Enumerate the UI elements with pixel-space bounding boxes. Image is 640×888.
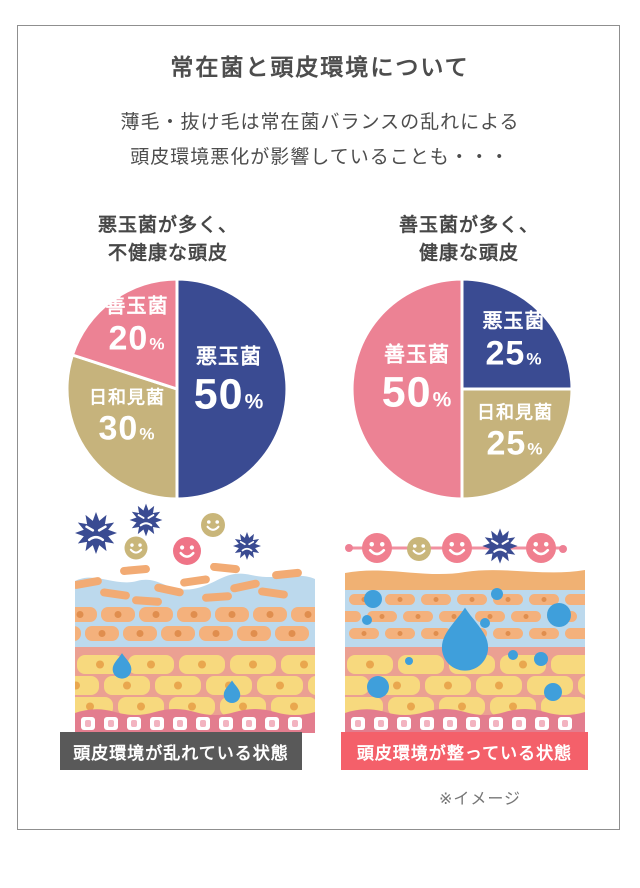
unhealthy-scalp-illustration	[75, 563, 315, 733]
pie-slice-bad-bacteria	[175, 277, 289, 501]
neutral-bacteria-icon	[123, 535, 149, 561]
unhealthy-bacteria-group	[75, 502, 262, 565]
bad-bacteria-icon	[481, 527, 519, 565]
epidermis-cells	[75, 607, 315, 641]
bad-bacteria-icon	[232, 531, 262, 561]
pie-label-good-50: 善玉菌 50%	[381, 343, 453, 417]
subtitle-line1: 薄毛・抜け毛は常在菌バランスの乱れによる	[120, 112, 520, 133]
outer-border	[17, 25, 620, 830]
cell-nuclei	[75, 660, 308, 711]
pie-label-neutral-30: 日和見菌 30%	[89, 387, 165, 448]
neutral-bacteria-icon	[199, 511, 227, 539]
good-bacteria-icon	[524, 531, 558, 565]
cell-nuclei	[76, 611, 312, 637]
basal-cells	[81, 717, 302, 730]
healthy-bacteria-barrier	[345, 527, 567, 565]
right-heading-line1: 善玉菌が多く、	[398, 215, 539, 236]
left-heading-line1: 悪玉菌が多く、	[97, 215, 238, 236]
status-label-unhealthy: 頭皮環境が乱れている状態	[60, 732, 302, 770]
left-heading-line2: 不健康な頭皮	[107, 242, 228, 264]
bad-bacteria-icon	[128, 502, 164, 538]
pie-chart-healthy	[350, 277, 574, 501]
pie-slice-neutral-bacteria	[65, 353, 179, 501]
pie-slice-neutral-bacteria	[460, 387, 574, 501]
pie-slice-good-bacteria	[350, 277, 464, 501]
pie-slice-good-bacteria	[70, 277, 179, 391]
pie-label-bad-25: 悪玉菌 25%	[482, 310, 546, 373]
status-label-healthy: 頭皮環境が整っている状態	[341, 732, 588, 770]
good-bacteria-icon	[171, 535, 203, 565]
right-column-heading: 善玉菌が多く、 健康な頭皮	[339, 212, 599, 267]
healthy-scalp-illustration	[345, 570, 585, 733]
barrier-dot	[345, 544, 353, 552]
page-title: 常在菌と頭皮環境について	[170, 54, 470, 80]
good-bacteria-icon	[440, 531, 474, 565]
pie-label-bad-50: 悪玉菌 50%	[193, 345, 265, 419]
good-bacteria-icon	[360, 531, 394, 565]
barrier-dot	[559, 545, 567, 553]
image-disclaimer-note: ※イメージ	[438, 791, 522, 808]
pie-label-neutral-25: 日和見菌 25%	[477, 402, 553, 463]
stratum-corneum	[345, 570, 585, 590]
cell-nuclei	[361, 597, 565, 636]
right-heading-line2: 健康な頭皮	[418, 242, 519, 264]
neutral-bacteria-icon	[405, 535, 433, 563]
left-column-heading: 悪玉菌が多く、 不健康な頭皮	[38, 212, 298, 267]
subtitle-line2: 頭皮環境悪化が影響していることも・・・	[130, 147, 510, 168]
skin-flakes	[75, 563, 302, 606]
pie-chart-unhealthy	[65, 277, 289, 501]
pie-label-good-20: 善玉菌 20%	[105, 295, 169, 358]
pie-slice-bad-bacteria	[460, 277, 574, 391]
moisture-group	[362, 588, 571, 701]
basal-cells	[351, 717, 572, 730]
bad-bacteria-icon	[75, 510, 119, 556]
